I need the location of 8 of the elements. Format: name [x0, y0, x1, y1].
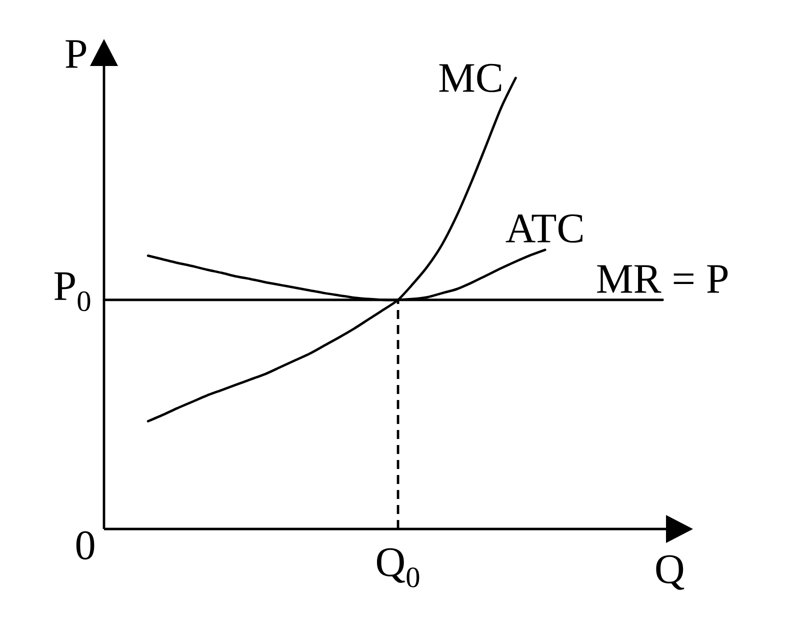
- series-label: MR = P: [597, 265, 728, 293]
- y-axis-title: P: [66, 40, 86, 68]
- x-axis-title: Q: [656, 555, 684, 590]
- text: 0: [76, 531, 94, 560]
- text: Q$_{0}$: [376, 548, 420, 588]
- series-label: ATC: [506, 214, 582, 243]
- text: P$_{0}$: [54, 272, 90, 312]
- series-label: MC: [439, 64, 502, 92]
